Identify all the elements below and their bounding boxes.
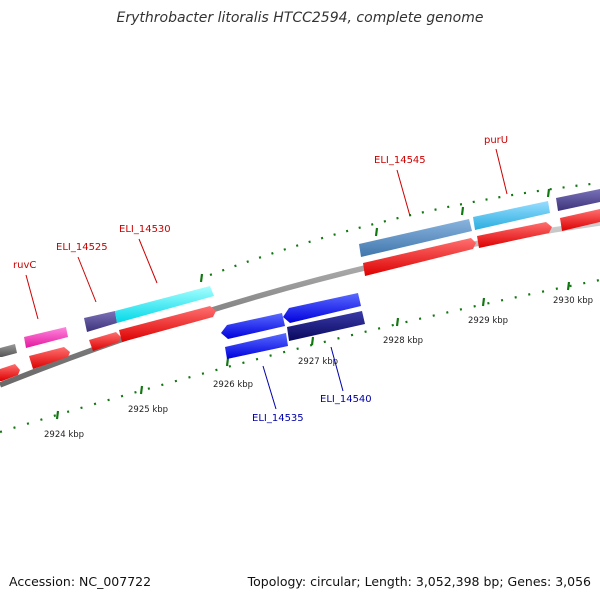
forward-strand-genes[interactable] [0, 189, 600, 357]
scale-label-2924: 2924 kbp [44, 430, 84, 440]
reverse-strand-genes[interactable] [221, 293, 365, 359]
gene-arrow-puru[interactable] [473, 201, 550, 230]
genome-summary-text: Topology: circular; Length: 3,052,398 bp… [247, 574, 591, 589]
major-ticks [55, 188, 571, 420]
genome-title: Erythrobacter litoralis HTCC2594, comple… [116, 10, 484, 26]
cds-arrow-5[interactable] [363, 238, 476, 276]
gene-arrow-eli14530[interactable] [115, 286, 214, 323]
scale-label-2930: 2930 kbp [553, 296, 593, 306]
inner-tick-track [0, 278, 600, 434]
cds-arrow-6[interactable] [477, 222, 552, 248]
gene-arrow-eli14545[interactable] [359, 219, 472, 257]
gene-arrow-eli14535[interactable] [225, 333, 288, 359]
label-leaders [25, 148, 508, 410]
cds-arrow-4[interactable] [119, 306, 216, 342]
cds-arrow-3[interactable] [89, 332, 121, 351]
gene-label-eli14525[interactable]: ELI_14525 [56, 242, 108, 253]
gene-arrow-ruvc[interactable] [24, 327, 68, 348]
gene-arrow-eli14540-top[interactable] [283, 293, 361, 323]
gene-label-eli14535[interactable]: ELI_14535 [252, 413, 304, 424]
cds-features[interactable] [0, 209, 600, 381]
scale-label-2929: 2929 kbp [468, 316, 508, 326]
gene-label-eli14540[interactable]: ELI_14540 [320, 394, 372, 405]
gene-arrow-eli14535-top[interactable] [221, 313, 285, 339]
gene-label-eli14545[interactable]: ELI_14545 [374, 155, 426, 166]
gene-arrow-purple-right[interactable] [556, 189, 600, 211]
cds-arrow-2[interactable] [29, 347, 70, 369]
gene-arrow-eli14525[interactable] [84, 311, 117, 332]
scale-label-2928: 2928 kbp [383, 336, 423, 346]
cds-arrow-1[interactable] [0, 364, 20, 381]
scale-label-2926: 2926 kbp [213, 380, 253, 390]
accession-text: Accession: NC_007722 [9, 574, 152, 589]
gene-arrow-gray[interactable] [0, 344, 17, 357]
scale-label-2925: 2925 kbp [128, 405, 168, 415]
gene-label-eli14530[interactable]: ELI_14530 [119, 224, 171, 235]
scale-label-2927: 2927 kbp [298, 357, 338, 367]
gene-label-ruvc[interactable]: ruvC [13, 260, 36, 271]
gene-label-puru[interactable]: purU [484, 135, 508, 146]
gene-arrow-eli14540[interactable] [287, 311, 365, 341]
cds-arrow-7[interactable] [560, 209, 600, 231]
